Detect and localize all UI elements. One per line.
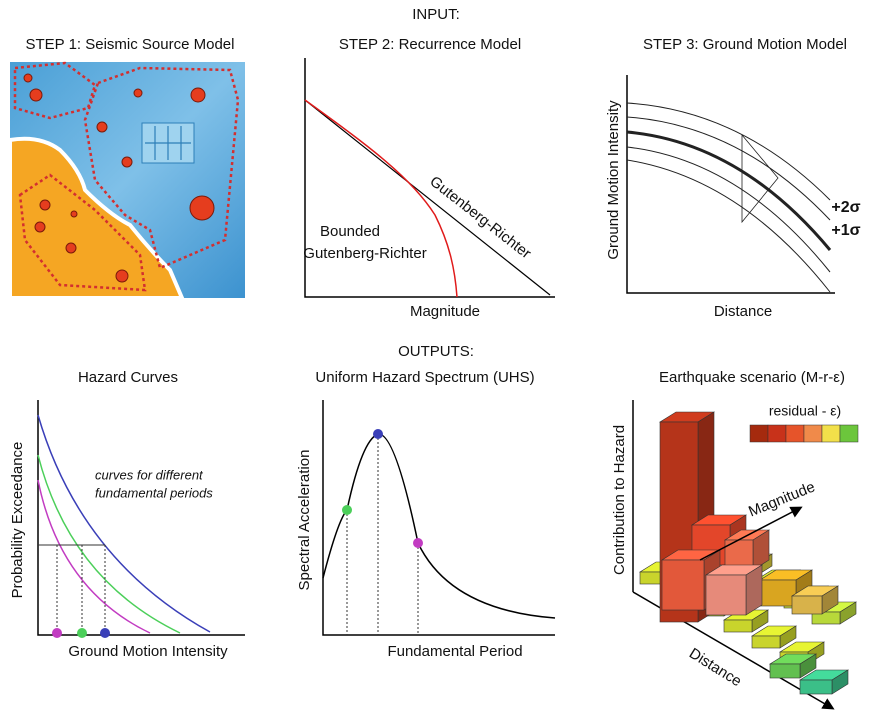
- step3-panel-part-part: [742, 135, 778, 222]
- psha-diagram: INPUT: OUTPUTS: STEP 1: Seismic Source M…: [0, 0, 869, 713]
- hazard-title: Hazard Curves: [78, 369, 178, 386]
- step1-title: STEP 1: Seismic Source Model: [26, 36, 235, 53]
- step3-panel-part-part: [627, 160, 830, 292]
- scenario-bar: [706, 565, 762, 615]
- step1-panel-part-part: [97, 122, 107, 132]
- step1-panel-part-part: [40, 200, 50, 210]
- x-label: Fundamental Period: [387, 643, 522, 660]
- x-label: Distance: [714, 303, 772, 320]
- x-label: Magnitude: [746, 479, 817, 521]
- scenario-bar-part: [662, 560, 704, 610]
- step1-panel-part-part: [71, 211, 77, 217]
- scenario-bar-part: [770, 664, 800, 678]
- step2-panel: STEP 2: Recurrence Model Gutenberg-Richt…: [303, 36, 555, 320]
- y-label: Ground Motion Intensity: [605, 100, 622, 260]
- scenario-bar-part: [724, 620, 752, 632]
- step3-panel-part-part: [627, 103, 830, 200]
- scenario-panel: Earthquake scenario (M-r-ε) residual - ε…: [611, 369, 858, 708]
- bounded-label-2: Gutenberg-Richter: [303, 245, 426, 262]
- uhs-panel-part: [373, 429, 383, 439]
- scenario-panel-part: [750, 425, 858, 442]
- uhs-panel-part: [323, 400, 555, 635]
- step2-panel-part: [305, 100, 457, 297]
- scenario-bar: [752, 626, 796, 648]
- gr-label: Gutenberg-Richter: [426, 173, 534, 262]
- scenario-bar-part: [752, 636, 780, 648]
- legend-swatch: [750, 425, 768, 442]
- step3-panel-part-part: [627, 147, 830, 272]
- step2-panel-part: [305, 100, 550, 295]
- step1-panel: STEP 1: Seismic Source Model: [10, 36, 245, 298]
- step1-panel-part-part: [35, 222, 45, 232]
- uhs-panel-part: [347, 434, 418, 635]
- uhs-panel: Uniform Hazard Spectrum (UHS) Spectral A…: [296, 369, 555, 660]
- step3-title: STEP 3: Ground Motion Model: [643, 36, 847, 53]
- hazard-panel-part: [100, 628, 110, 638]
- output-heading: OUTPUTS:: [398, 343, 474, 360]
- uhs-panel-part: [342, 505, 352, 515]
- step3-panel-part: [627, 103, 830, 292]
- hazard-panel: Hazard Curves curves for different funda…: [9, 369, 245, 660]
- uhs-panel-part: [413, 538, 423, 548]
- sigma-label: +2σ: [831, 199, 860, 216]
- legend-swatch: [786, 425, 804, 442]
- legend-title: residual - ε): [769, 403, 841, 419]
- y-label: Probability Exceedance: [9, 442, 26, 599]
- step3-panel-part: [627, 75, 835, 293]
- step1-panel-part-part: [190, 196, 214, 220]
- hazard-panel-part: [38, 400, 245, 635]
- step2-title: STEP 2: Recurrence Model: [339, 36, 521, 53]
- step1-panel-part-part: [24, 74, 32, 82]
- scenario-bar-part: [706, 575, 746, 615]
- uhs-panel-part: [323, 434, 555, 618]
- step1-panel-part-part: [134, 89, 142, 97]
- hazard-panel-part: [57, 545, 105, 632]
- y-label: Spectral Acceleration: [296, 450, 313, 591]
- step1-panel-part-part: [122, 157, 132, 167]
- legend-swatch: [822, 425, 840, 442]
- x-label: Ground Motion Intensity: [68, 643, 228, 660]
- x-label: Magnitude: [410, 303, 480, 320]
- input-heading: INPUT:: [412, 6, 460, 23]
- uhs-title: Uniform Hazard Spectrum (UHS): [315, 369, 534, 386]
- step1-panel-part-part: [116, 270, 128, 282]
- bounded-label-1: Bounded: [320, 223, 380, 240]
- scenario-title: Earthquake scenario (M-r-ε): [659, 369, 845, 386]
- legend-swatch: [768, 425, 786, 442]
- step3-panel: STEP 3: Ground Motion Model +2σ +1σ Grou…: [605, 36, 861, 320]
- scenario-bar-part: [792, 596, 822, 614]
- note: fundamental periods: [95, 485, 213, 500]
- hazard-panel-part: [52, 628, 62, 638]
- note: curves for different: [95, 467, 204, 482]
- y-label: Contribution to Hazard: [611, 425, 628, 575]
- scenario-bar-part: [760, 580, 796, 606]
- scenario-bar-part: [800, 680, 832, 694]
- step3-panel-part-part: [627, 117, 830, 220]
- step1-panel-part-part: [191, 88, 205, 102]
- hazard-panel-part: [77, 628, 87, 638]
- step1-panel-part-part: [66, 243, 76, 253]
- legend-swatch: [804, 425, 822, 442]
- sigma-label: +1σ: [831, 222, 860, 239]
- legend-swatch: [840, 425, 858, 442]
- step1-panel-part-part: [30, 89, 42, 101]
